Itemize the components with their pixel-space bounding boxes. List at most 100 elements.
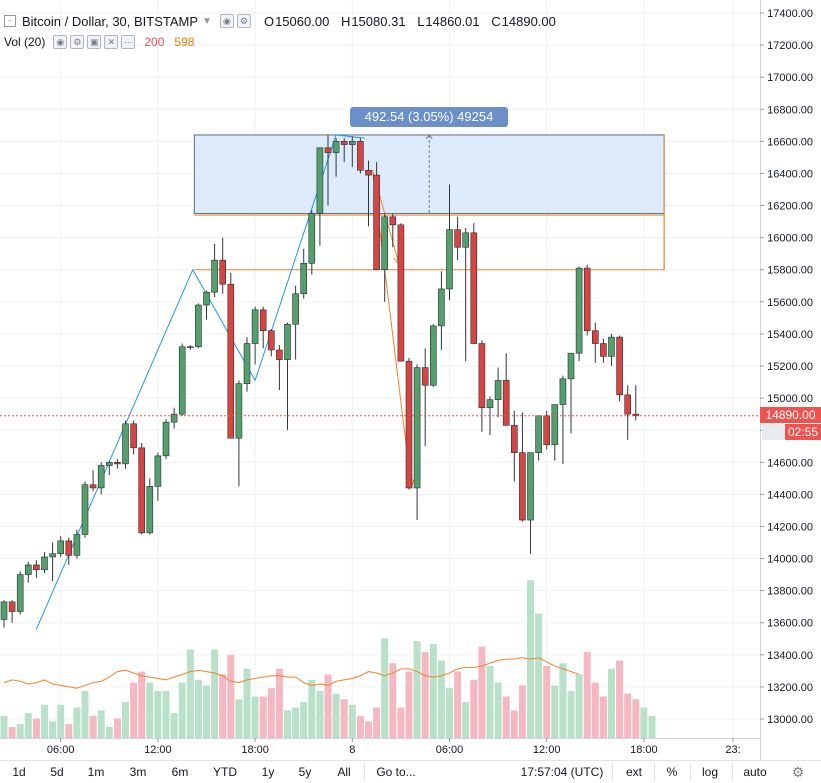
range-all-button[interactable]: All xyxy=(337,765,351,779)
volume-bar xyxy=(454,671,462,738)
volume-bar xyxy=(178,682,186,738)
candle-body xyxy=(519,452,526,521)
eye-icon[interactable]: ◉ xyxy=(53,35,68,49)
candle-body xyxy=(478,343,486,409)
legend-collapse-icon[interactable]: − xyxy=(4,15,16,27)
volume-bar xyxy=(316,690,324,738)
price-tick-label: 14000.00 xyxy=(767,554,813,566)
candle-body xyxy=(413,367,421,489)
pattern-zigzag-line xyxy=(35,134,365,630)
volume-bar xyxy=(16,724,24,738)
eye-icon[interactable]: ◉ xyxy=(219,14,234,28)
volume-bar xyxy=(348,704,356,738)
candle-body xyxy=(57,540,65,555)
volume-bar xyxy=(567,690,575,738)
time-tick-label: 18:00 xyxy=(241,744,269,756)
candle-body xyxy=(340,141,348,145)
candle-body xyxy=(114,461,121,465)
candle-body xyxy=(575,267,583,354)
price-tick-label: 17400.00 xyxy=(767,8,813,20)
symbol-legend: − Bitcoin / Dollar, 30, BITSTAMP ▼ ◉ ⚙ O… xyxy=(0,11,564,31)
candle-body xyxy=(454,229,461,248)
range-3m-button[interactable]: 3m xyxy=(129,765,147,779)
candle-body xyxy=(300,263,308,295)
log-toggle[interactable]: log xyxy=(701,765,718,779)
candle-body xyxy=(203,291,210,306)
chevron-down-icon[interactable]: ▼ xyxy=(202,15,212,27)
candle-body xyxy=(583,267,591,332)
utc-clock[interactable]: 17:57:04 (UTC) xyxy=(520,765,604,779)
volume-bar xyxy=(8,726,16,738)
range-5d-button[interactable]: 5d xyxy=(50,765,64,779)
range-5y-button[interactable]: 5y xyxy=(298,765,312,779)
volume-bar xyxy=(551,685,559,738)
volume-bar xyxy=(211,649,219,738)
candle-body xyxy=(510,425,518,453)
candle-body xyxy=(324,147,332,153)
volume-bar xyxy=(32,718,40,738)
percent-toggle[interactable]: % xyxy=(666,765,678,779)
volume-bar xyxy=(275,668,283,738)
candle-body xyxy=(49,553,56,558)
candle-body xyxy=(357,141,364,171)
candle-body xyxy=(178,346,186,415)
range-1d-button[interactable]: 1d xyxy=(12,765,26,779)
price-tick-label: 15000.00 xyxy=(767,393,813,405)
more-icon[interactable]: ⋯ xyxy=(121,35,136,49)
candle-body xyxy=(470,232,478,344)
ext-toggle[interactable]: ext xyxy=(625,765,642,779)
candle-body xyxy=(616,336,623,396)
candle-body xyxy=(106,461,113,466)
volume-bar xyxy=(518,685,526,738)
volume-bar xyxy=(591,682,599,738)
volume-bar xyxy=(97,710,105,738)
volume-bar xyxy=(502,696,510,738)
low-key: L xyxy=(417,13,425,29)
settings-icon[interactable]: ⚙ xyxy=(791,764,805,780)
close-icon[interactable]: ✕ xyxy=(104,35,119,49)
goto-button[interactable]: Go to... xyxy=(376,765,416,779)
price-tick-label: 15400.00 xyxy=(767,329,813,341)
price-tick-label: 16400.00 xyxy=(767,168,813,180)
candle-body xyxy=(243,343,251,384)
price-tick-label: 14400.00 xyxy=(767,489,813,501)
toolbar-divider xyxy=(732,763,733,781)
volume-bar xyxy=(122,702,129,738)
candle-body xyxy=(33,564,40,571)
volume-bar xyxy=(284,710,291,738)
volume-bar xyxy=(421,652,429,738)
settings-icon[interactable]: ⚙ xyxy=(236,14,251,28)
range-1y-button[interactable]: 1y xyxy=(261,765,275,779)
volume-bar xyxy=(583,652,591,738)
source-icon[interactable]: ▣ xyxy=(87,35,102,49)
candle-body xyxy=(219,259,226,285)
high-value: 15080.31 xyxy=(351,13,406,29)
volume-bar xyxy=(0,715,8,738)
settings-icon[interactable]: ⚙ xyxy=(70,35,85,49)
volume-bar xyxy=(559,663,567,738)
candle-body xyxy=(89,484,97,489)
volume-bar xyxy=(365,721,372,738)
volume-bar xyxy=(194,679,202,738)
volume-bar xyxy=(251,696,259,738)
auto-toggle[interactable]: auto xyxy=(743,765,767,779)
range-1m-button[interactable]: 1m xyxy=(87,765,105,779)
price-tick-label: 13400.00 xyxy=(767,650,813,662)
candle-body xyxy=(235,383,243,439)
volume-bar xyxy=(89,715,97,738)
volume-bar xyxy=(340,699,348,738)
candle-body xyxy=(8,601,16,612)
range-ytd-button[interactable]: YTD xyxy=(213,765,237,779)
volume-bar xyxy=(437,660,445,738)
range-6m-button[interactable]: 6m xyxy=(171,765,189,779)
price-axis-panel xyxy=(760,0,821,760)
volume-value: 200 xyxy=(144,35,165,49)
candle-body xyxy=(81,484,89,535)
volume-bar xyxy=(332,693,340,738)
volume-bar xyxy=(292,707,300,738)
candle-body xyxy=(429,325,437,386)
price-tick-label: 15200.00 xyxy=(767,361,813,373)
candle-body xyxy=(130,423,137,449)
volume-bar xyxy=(162,690,170,738)
